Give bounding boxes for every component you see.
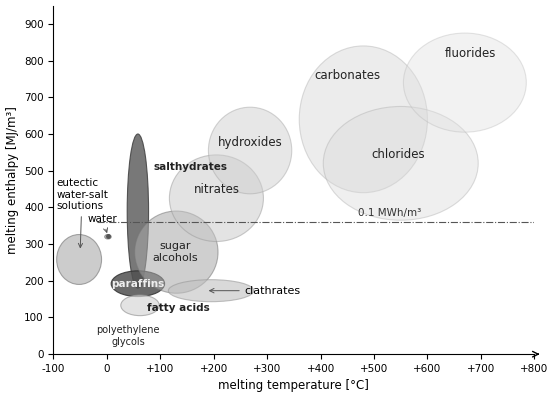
Ellipse shape — [324, 107, 478, 220]
Ellipse shape — [208, 107, 292, 194]
Ellipse shape — [111, 271, 165, 297]
Ellipse shape — [121, 295, 159, 316]
Text: polyethylene
glycols: polyethylene glycols — [96, 325, 160, 347]
Ellipse shape — [57, 234, 101, 285]
Text: water: water — [88, 214, 117, 232]
Ellipse shape — [168, 280, 254, 302]
Y-axis label: melting enthalpy [MJ/m³]: melting enthalpy [MJ/m³] — [6, 106, 18, 254]
Text: paraffins: paraffins — [111, 279, 165, 289]
X-axis label: melting temperature [°C]: melting temperature [°C] — [218, 379, 370, 392]
Ellipse shape — [127, 134, 148, 288]
Text: nitrates: nitrates — [193, 183, 239, 196]
Ellipse shape — [170, 155, 264, 242]
Text: carbonates: carbonates — [314, 69, 381, 82]
Text: clathrates: clathrates — [209, 286, 301, 296]
Text: fluorides: fluorides — [444, 47, 496, 60]
Text: eutectic
water-salt
solutions: eutectic water-salt solutions — [56, 178, 108, 248]
Ellipse shape — [299, 46, 428, 193]
Text: sugar
alcohols: sugar alcohols — [152, 241, 198, 263]
Text: salthydrates: salthydrates — [154, 162, 228, 172]
Ellipse shape — [135, 211, 218, 293]
Text: hydroxides: hydroxides — [218, 136, 283, 148]
Text: chlorides: chlorides — [371, 148, 425, 161]
Ellipse shape — [105, 234, 111, 239]
Text: fatty acids: fatty acids — [147, 303, 211, 313]
Ellipse shape — [403, 33, 526, 132]
Text: 0.1 MWh/m³: 0.1 MWh/m³ — [358, 208, 421, 218]
